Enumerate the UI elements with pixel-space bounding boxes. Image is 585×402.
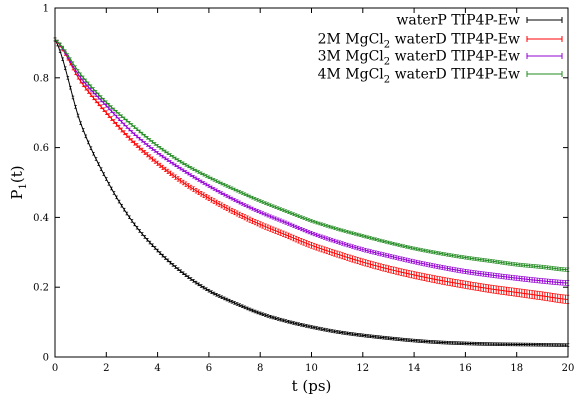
y-tick-label: 0.6 [33, 143, 49, 154]
x-tick-label: 2 [103, 363, 109, 374]
x-tick-label: 10 [305, 363, 318, 374]
series-3 [53, 37, 570, 286]
y-axis-label-tail: (t) [8, 165, 26, 183]
series-4 [53, 37, 570, 272]
axis-ticks: 0 2 4 6 8 10 12 14 16 18 20 0 0.2 0.4 0.6 0.8 1 [33, 4, 574, 375]
series-line [54, 39, 569, 300]
x-tick-label: 6 [206, 363, 212, 374]
legend-label: waterP TIP4P-Ew [396, 13, 520, 29]
legend-label: 4M MgCl2 waterD TIP4P-Ew [318, 67, 520, 86]
x-tick-label: 20 [562, 363, 575, 374]
x-axis-label: t (ps) [292, 377, 332, 395]
y-tick-label: 0.4 [33, 213, 49, 224]
y-tick-label: 0.8 [33, 73, 49, 84]
y-tick-label: 0.2 [33, 283, 49, 294]
y-tick-label: 1 [43, 4, 49, 15]
x-tick-label: 16 [459, 363, 472, 374]
x-tick-label: 14 [408, 363, 421, 374]
x-tick-label: 4 [154, 363, 160, 374]
series-1 [53, 37, 570, 347]
series-line [54, 39, 569, 271]
x-tick-label: 0 [52, 363, 58, 374]
x-tick-label: 8 [257, 363, 263, 374]
y-axis-label-subscript: 1 [18, 183, 29, 189]
y-axis-label: P1(t) [8, 165, 29, 199]
y-tick-label: 0 [43, 353, 49, 364]
x-tick-label: 18 [510, 363, 523, 374]
x-tick-label: 12 [356, 363, 369, 374]
legend: waterP TIP4P-Ew 2M MgCl2 waterD TIP4P-Ew3… [318, 13, 563, 86]
legend-label: 2M MgCl2 waterD TIP4P-Ew [318, 32, 520, 51]
legend-label: 3M MgCl2 waterD TIP4P-Ew [318, 49, 520, 68]
series-line [54, 39, 569, 346]
series-line [54, 39, 569, 284]
series-layer [53, 37, 570, 347]
y-axis-label-main: P [8, 190, 26, 200]
